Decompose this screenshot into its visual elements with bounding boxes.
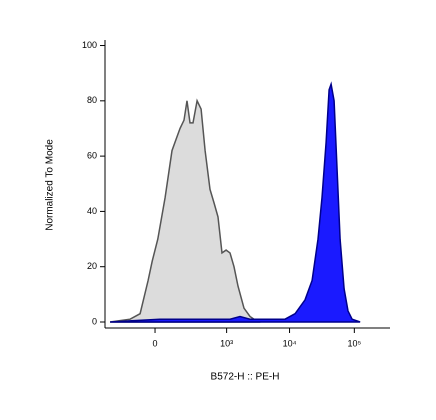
histogram-area <box>109 98 261 323</box>
y-tick-label: 40 <box>87 206 97 216</box>
y-tick-label: 100 <box>82 40 97 50</box>
x-tick-label: 10³ <box>220 338 233 348</box>
y-tick-label: 80 <box>87 95 97 105</box>
x-tick-label: 10⁴ <box>283 338 297 348</box>
histogram-area <box>110 81 361 323</box>
x-tick-label: 10⁵ <box>347 338 361 348</box>
x-tick-label: 0 <box>153 338 158 348</box>
y-tick-label: 0 <box>92 316 97 326</box>
y-tick-label: 20 <box>87 261 97 271</box>
x-axis-label: B572-H :: PE-H <box>211 372 280 383</box>
y-axis-label: Normalized To Mode <box>45 139 56 231</box>
y-tick-label: 60 <box>87 150 97 160</box>
